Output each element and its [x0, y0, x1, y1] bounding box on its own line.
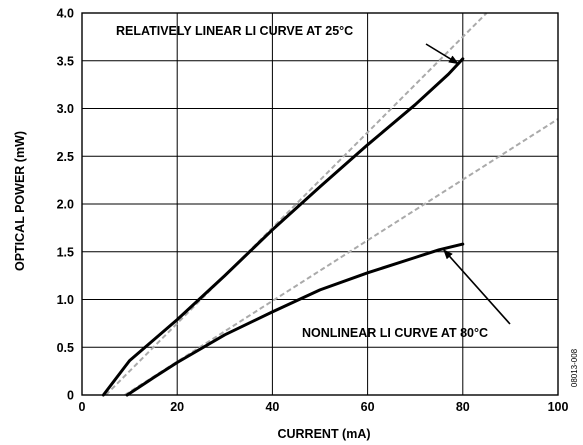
y-tick-label: 0.5 [57, 341, 74, 355]
x-tick-label: 0 [79, 400, 86, 414]
annotation-arrow [425, 43, 459, 65]
grid [82, 13, 558, 395]
x-tick-label: 80 [456, 400, 470, 414]
y-axis-title: OPTICAL POWER (mW) [13, 131, 27, 271]
annotation-arrow [443, 249, 511, 325]
y-tick-label: 4.0 [57, 7, 74, 21]
y-tick-label: 0 [67, 389, 74, 403]
li-curve-0 [101, 57, 465, 397]
x-axis-title: CURRENT (mA) [277, 427, 370, 441]
annotations: RELATIVELY LINEAR LI CURVE AT 25°C NONLIN… [116, 24, 511, 340]
x-tick-label: 100 [548, 400, 569, 414]
y-tick-label: 2.0 [57, 198, 74, 212]
reference-line-3 [124, 118, 559, 396]
y-tick-label: 2.5 [57, 150, 74, 164]
plot-frame [81, 12, 559, 396]
series-layer [101, 12, 559, 397]
y-tick-label: 3.0 [57, 102, 74, 116]
figure-id: 08013-008 [570, 348, 579, 387]
y-tick-label: 3.5 [57, 54, 74, 68]
annotation-label: RELATIVELY LINEAR LI CURVE AT 25°C [116, 24, 353, 38]
y-tick-label: 1.0 [57, 293, 74, 307]
x-tick-label: 40 [265, 400, 279, 414]
reference-line-1 [105, 12, 488, 396]
x-tick-label: 60 [361, 400, 375, 414]
annotation-label: NONLINEAR LI CURVE AT 80°C [302, 326, 488, 340]
x-tick-label: 20 [170, 400, 184, 414]
ticks: 0 20 40 60 80 100 0 0.5 1.0 1.5 2.0 2.5 3.0 3.5 4.0 [57, 7, 569, 415]
li-curve-2 [125, 242, 465, 397]
y-tick-label: 1.5 [57, 245, 74, 259]
